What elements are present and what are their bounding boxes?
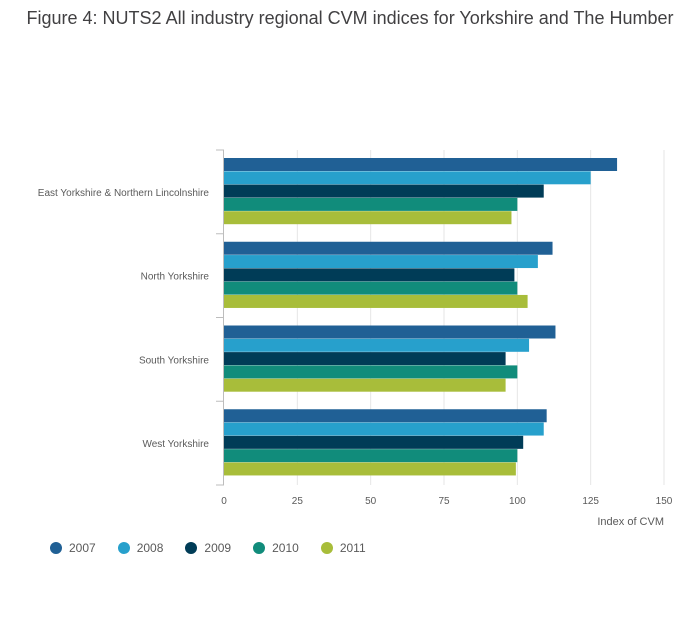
bar-2008	[224, 338, 530, 352]
bar-2011	[224, 462, 516, 476]
bar-2010	[224, 365, 518, 379]
bar-2008	[224, 171, 591, 185]
legend-marker	[117, 542, 130, 554]
bar-2007	[224, 409, 547, 423]
bar-2009	[224, 184, 544, 198]
bar-2008	[224, 422, 544, 436]
bar-2009	[224, 268, 515, 282]
legend-label: 2009	[204, 541, 232, 555]
legend-item-2010[interactable]: 2010	[253, 541, 299, 555]
category-label: East Yorkshire & Northern Lincolnshire	[38, 188, 210, 199]
bars-layer	[224, 158, 618, 476]
legend-marker	[185, 542, 198, 554]
bar-2007	[224, 241, 553, 255]
x-tick-label: 150	[656, 496, 673, 507]
x-axis-title: Index of CVM	[597, 516, 664, 528]
category-label: South Yorkshire	[139, 355, 209, 366]
x-tick-label: 0	[221, 496, 227, 507]
bar-2009	[224, 352, 506, 366]
x-tick-label: 125	[582, 496, 599, 507]
legend-marker	[50, 542, 62, 554]
legend-label: 2010	[272, 541, 299, 555]
bar-2010	[224, 197, 518, 211]
bar-2011	[224, 211, 512, 225]
legend-item-2011[interactable]: 2011	[320, 541, 366, 555]
legend-item-2009[interactable]: 2009	[185, 541, 231, 555]
bar-2009	[224, 435, 524, 449]
legend-item-2008[interactable]: 2008	[117, 541, 164, 555]
axis-layer: 0 25 50 75 100 125 150 East Yorkshire & Norther…	[38, 149, 673, 507]
x-tick-label: 25	[292, 496, 304, 507]
legend-label: 2007	[69, 541, 96, 555]
bar-2010	[224, 449, 518, 463]
legend-marker	[253, 542, 266, 554]
chart-title: Figure 4: NUTS2 All industry regional CV…	[26, 8, 674, 28]
x-tick-label: 75	[438, 496, 450, 507]
legend-item-2007[interactable]: 2007	[50, 541, 96, 555]
bar-2011	[224, 378, 506, 392]
bar-2008	[224, 255, 538, 269]
bar-2011	[224, 294, 528, 308]
category-label: North Yorkshire	[141, 272, 210, 283]
x-tick-label: 50	[365, 496, 377, 507]
legend-label: 2011	[339, 541, 366, 555]
category-label: West Yorkshire	[142, 439, 209, 450]
x-tick-label: 100	[509, 496, 526, 507]
bar-2007	[224, 325, 556, 339]
legend: 2007 2008 2009 2010 2011	[50, 541, 388, 555]
bar-2007	[224, 158, 618, 171]
bar-2010	[224, 281, 518, 295]
legend-marker	[320, 542, 333, 554]
legend-label: 2008	[136, 541, 164, 555]
